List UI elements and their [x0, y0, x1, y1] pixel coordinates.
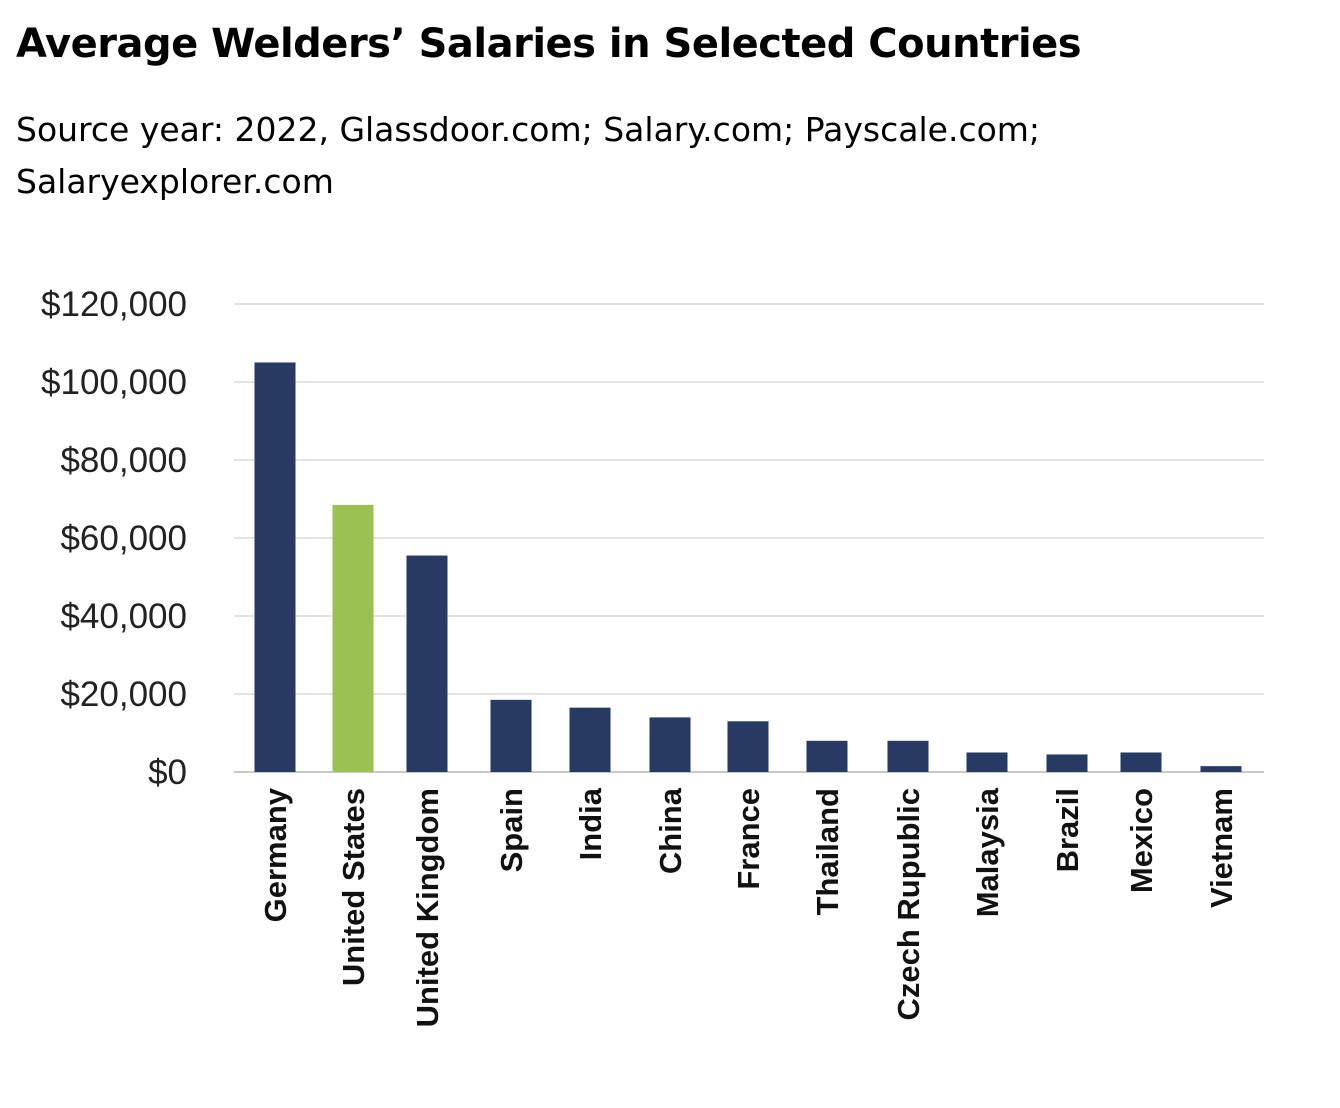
x-tick-label: China	[653, 787, 688, 874]
x-tick-label: Thailand	[810, 788, 845, 915]
bar-malaysia	[966, 752, 1008, 772]
x-tick-label: Germany	[258, 787, 293, 922]
bar-united-kingdom	[406, 555, 448, 772]
x-tick-label: Vietnam	[1204, 788, 1239, 908]
bars	[254, 362, 1242, 772]
bar-spain	[490, 699, 532, 772]
y-tick-label: $80,000	[60, 441, 187, 480]
x-tick-label: Spain	[494, 788, 529, 872]
y-tick-label: $60,000	[60, 519, 187, 558]
x-tick-label: France	[731, 788, 766, 890]
bar-germany	[254, 362, 296, 772]
bar-united-states	[332, 504, 374, 772]
y-axis-ticks: $0 $20,000 $40,000 $60,000 $80,000 $100,000 $1…	[41, 285, 187, 792]
chart-title: Average Welders’ Salaries in Selected Co…	[16, 21, 1082, 67]
x-tick-label: Malaysia	[970, 787, 1005, 917]
gridlines	[234, 303, 1264, 773]
bar-mexico	[1120, 752, 1162, 772]
y-tick-label: $120,000	[41, 285, 187, 324]
x-tick-label: United States	[336, 788, 371, 986]
bar-czech-rupublic	[887, 740, 929, 772]
x-tick-label: Mexico	[1124, 788, 1159, 893]
chart-subtitle: Source year: 2022, Glassdoor.com; Salary…	[16, 110, 1041, 201]
y-tick-label: $100,000	[41, 363, 187, 402]
bar-china	[649, 717, 691, 772]
bar-france	[727, 721, 769, 772]
bar-vietnam	[1200, 766, 1242, 772]
y-tick-label: $40,000	[60, 597, 187, 636]
bar-india	[569, 707, 611, 772]
x-tick-label: Brazil	[1050, 788, 1085, 872]
x-tick-label: Czech Rupublic	[891, 788, 926, 1021]
bar-brazil	[1046, 754, 1088, 772]
y-tick-label: $20,000	[60, 675, 187, 714]
x-tick-label: United Kingdom	[410, 788, 445, 1027]
x-axis-ticks: Germany United States United Kingdom Spain I…	[258, 787, 1239, 1027]
bar-thailand	[806, 740, 848, 772]
x-tick-label: India	[573, 787, 608, 860]
y-tick-label: $0	[148, 753, 187, 792]
